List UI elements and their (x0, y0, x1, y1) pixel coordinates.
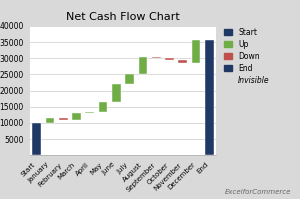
Title: Net Cash Flow Chart: Net Cash Flow Chart (66, 12, 180, 22)
Bar (178, 60, 187, 63)
Bar (46, 118, 54, 123)
Bar (192, 40, 200, 63)
Legend: Start, Up, Down, End, Invisible: Start, Up, Down, End, Invisible (224, 28, 270, 85)
Bar (139, 57, 147, 74)
Bar (85, 112, 94, 113)
Bar (125, 74, 134, 84)
Bar (32, 123, 41, 155)
Text: ExcelforCommerce: ExcelforCommerce (225, 189, 291, 195)
Bar (59, 118, 68, 120)
Bar (112, 84, 121, 102)
Bar (152, 57, 161, 58)
Bar (72, 113, 81, 120)
Bar (165, 58, 174, 60)
Bar (99, 102, 107, 112)
Bar (205, 40, 214, 155)
